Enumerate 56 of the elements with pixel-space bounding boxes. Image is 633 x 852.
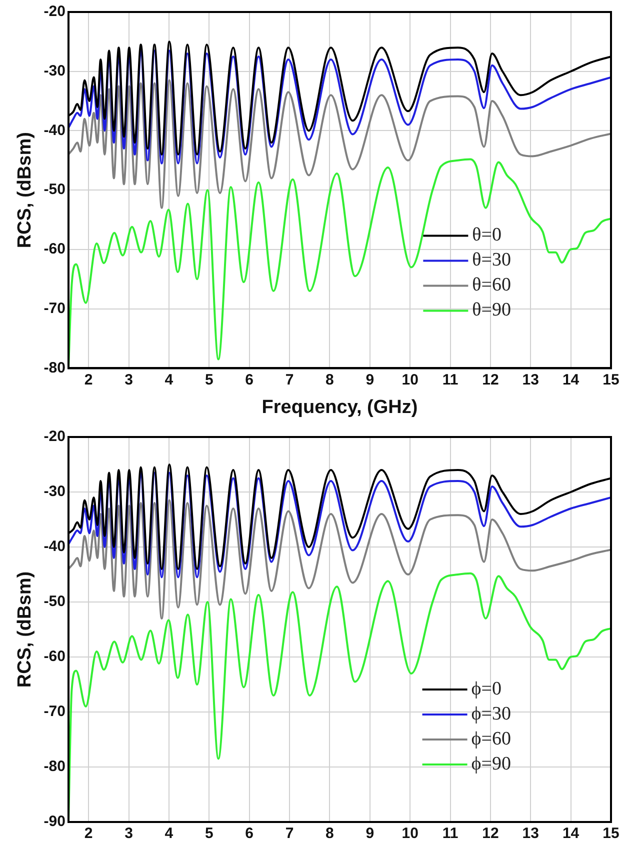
y-tick-label: -80 [44, 758, 66, 776]
legend-label: θ=60 [472, 274, 512, 296]
legend-label: θ=0 [472, 224, 502, 246]
x-tick-label: 13 [522, 371, 539, 388]
x-tick-label: 5 [204, 371, 214, 388]
x-tick-label: 3 [124, 371, 133, 388]
y-tick-label: -60 [44, 240, 66, 258]
x-tick-label: 12 [482, 371, 499, 388]
x-tick-label: 3 [124, 825, 133, 842]
x-tick-label: 4 [164, 825, 174, 842]
x-tick-label: 15 [602, 371, 620, 388]
x-tick-label: 5 [204, 825, 214, 842]
y-tick-label: -20 [44, 3, 66, 20]
y-tick-label: -70 [44, 703, 66, 720]
legend-label: ϕ=30 [471, 703, 511, 724]
y-tick-label: -40 [44, 538, 66, 556]
x-tick-label: 11 [442, 371, 458, 388]
x-tick-label: 7 [285, 371, 294, 388]
y-tick-label: -50 [44, 593, 66, 610]
y-axis-title: RCS, (dBsm) [14, 571, 36, 688]
y-tick-label: -60 [44, 648, 66, 666]
y-axis-title: RCS, (dBsm) [14, 132, 36, 248]
legend-label: θ=90 [472, 300, 512, 321]
x-tick-label: 12 [482, 825, 499, 842]
x-tick-label: 13 [522, 825, 539, 842]
x-tick-label: 7 [285, 825, 294, 842]
x-tick-label: 10 [402, 825, 418, 842]
x-tick-label: 2 [84, 371, 93, 388]
x-tick-label: 6 [245, 825, 254, 842]
x-tick-label: 2 [84, 825, 93, 842]
x-tick-label: 9 [366, 825, 374, 842]
x-tick-label: 14 [562, 371, 580, 388]
legend-label: ϕ=60 [471, 728, 511, 750]
x-axis-title: Frequency, (GHz) [262, 396, 418, 418]
line-series [68, 79, 611, 209]
line-series [68, 499, 611, 620]
y-tick-label: -40 [44, 122, 66, 139]
y-tick-label: -20 [44, 428, 66, 446]
x-tick-label: 8 [326, 371, 334, 388]
x-tick-label: 15 [602, 825, 620, 842]
y-tick-label: -80 [44, 359, 66, 376]
x-tick-label: 6 [245, 371, 254, 388]
x-tick-label: 4 [164, 371, 174, 388]
legend-label: ϕ=0 [471, 678, 502, 700]
legend-label: ϕ=90 [471, 753, 511, 774]
x-tick-label: 11 [442, 825, 458, 842]
x-tick-label: 9 [366, 371, 374, 388]
x-tick-label: 8 [326, 825, 334, 842]
y-tick-label: -30 [44, 483, 66, 500]
x-tick-label: 14 [562, 825, 580, 842]
y-tick-label: -50 [44, 181, 66, 198]
y-tick-label: -70 [44, 300, 66, 317]
y-tick-label: -90 [44, 813, 66, 830]
legend-label: θ=30 [472, 250, 512, 271]
x-tick-label: 10 [402, 371, 418, 388]
y-tick-label: -30 [44, 62, 66, 80]
